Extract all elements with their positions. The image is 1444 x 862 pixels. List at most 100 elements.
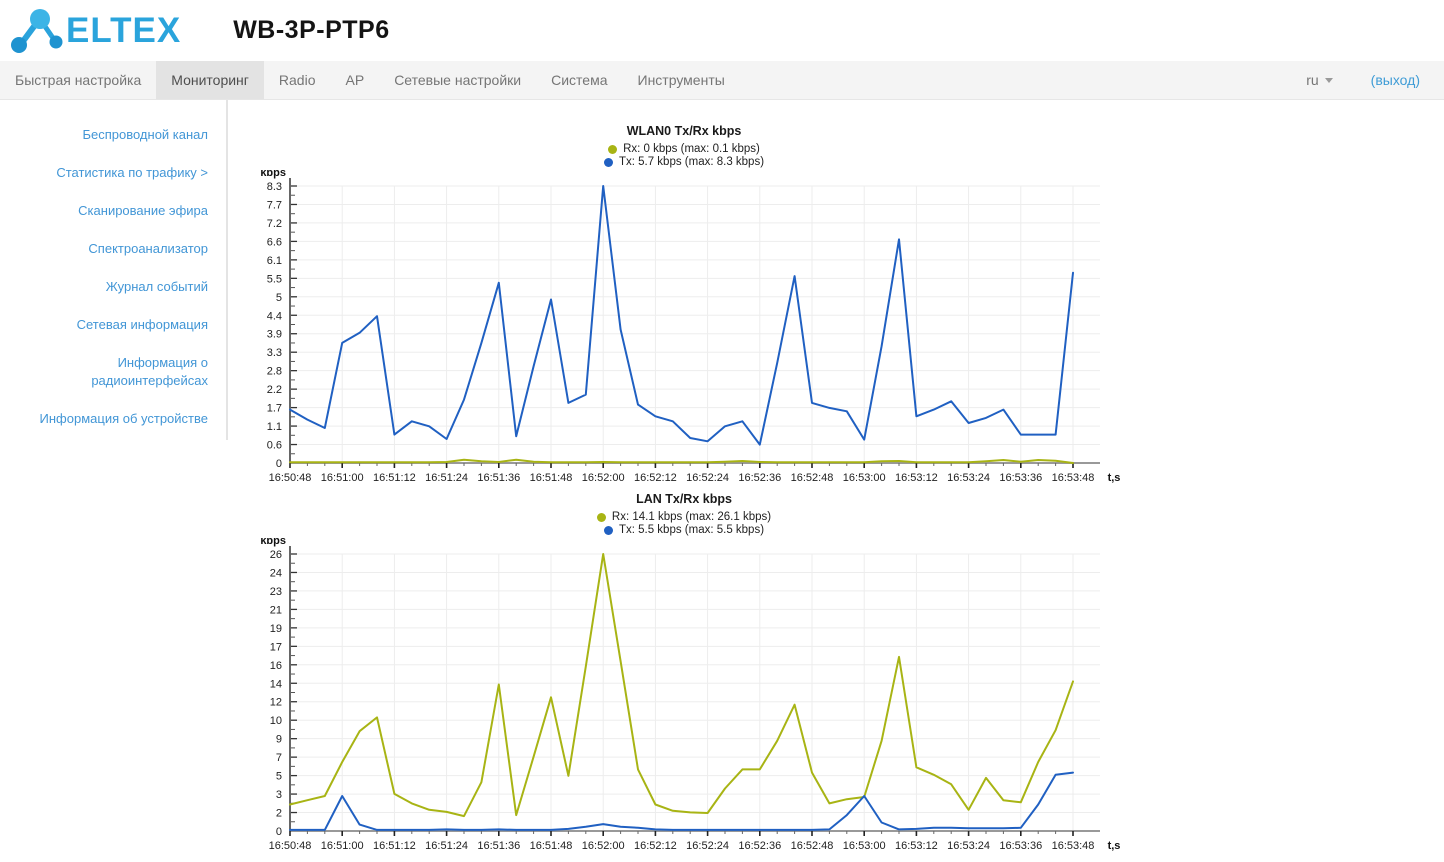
svg-text:16:53:24: 16:53:24 — [947, 472, 990, 484]
legend-label-rx: Rx: 14.1 kbps (max: 26.1 kbps) — [611, 511, 772, 523]
svg-text:16:53:48: 16:53:48 — [1052, 840, 1095, 852]
svg-text:9: 9 — [276, 734, 282, 746]
svg-text:8.3: 8.3 — [267, 181, 282, 193]
svg-text:16:52:24: 16:52:24 — [686, 472, 729, 484]
svg-text:7: 7 — [276, 752, 282, 764]
svg-text:16:53:36: 16:53:36 — [999, 472, 1042, 484]
navbar-right: ru (выход) — [1306, 61, 1444, 99]
tab-ap[interactable]: AP — [345, 72, 365, 88]
svg-text:16:51:24: 16:51:24 — [425, 840, 468, 852]
legend-dot-tx — [603, 158, 613, 167]
svg-text:1.1: 1.1 — [267, 421, 282, 433]
svg-text:2.8: 2.8 — [267, 366, 282, 378]
svg-text:5: 5 — [276, 292, 282, 304]
tab-monitoring[interactable]: Мониторинг — [156, 61, 264, 99]
svg-text:16:51:48: 16:51:48 — [530, 472, 573, 484]
eltex-molecule-icon — [11, 8, 63, 53]
sidebar-item-wireless-channel[interactable]: Беспроводной канал — [82, 127, 208, 142]
svg-text:10: 10 — [270, 715, 282, 727]
svg-text:16:51:00: 16:51:00 — [321, 840, 364, 852]
content: Беспроводной канал Статистика по трафику … — [0, 100, 1444, 860]
lan-traffic-tx-line — [289, 771, 1074, 831]
svg-text:16:52:12: 16:52:12 — [634, 472, 677, 484]
svg-text:16:51:36: 16:51:36 — [477, 472, 520, 484]
svg-text:kbps: kbps — [260, 538, 286, 547]
svg-text:3.9: 3.9 — [267, 329, 282, 341]
svg-text:16:50:48: 16:50:48 — [269, 472, 312, 484]
chart-title: LAN Tx/Rx kbps — [636, 492, 732, 506]
svg-text:kbps: kbps — [260, 170, 286, 179]
sidebar: Беспроводной канал Статистика по трафику … — [0, 100, 228, 440]
svg-text:16:52:36: 16:52:36 — [738, 472, 781, 484]
svg-text:16:53:36: 16:53:36 — [999, 840, 1042, 852]
svg-text:16:53:48: 16:53:48 — [1052, 472, 1095, 484]
legend-label-tx: Tx: 5.5 kbps (max: 5.5 kbps) — [618, 524, 765, 536]
sidebar-item-network-info[interactable]: Сетевая информация — [76, 317, 208, 332]
svg-text:5: 5 — [276, 771, 282, 783]
svg-text:16:51:24: 16:51:24 — [425, 472, 468, 484]
svg-text:24: 24 — [270, 567, 282, 579]
svg-text:3: 3 — [276, 789, 282, 801]
svg-text:16:52:48: 16:52:48 — [791, 472, 834, 484]
svg-text:19: 19 — [270, 623, 282, 635]
svg-text:16:53:00: 16:53:00 — [843, 472, 886, 484]
svg-text:17: 17 — [270, 641, 282, 653]
language-label: ru — [1306, 72, 1319, 88]
tab-network-settings[interactable]: Сетевые настройки — [394, 72, 522, 88]
svg-text:16:51:12: 16:51:12 — [373, 472, 416, 484]
sidebar-item-radio-interfaces-info[interactable]: Информация о радиоинтерфейсах — [91, 355, 208, 388]
sidebar-item-device-info[interactable]: Информация об устройстве — [39, 411, 208, 426]
svg-text:16:53:12: 16:53:12 — [895, 840, 938, 852]
svg-text:12: 12 — [270, 697, 282, 709]
wlan0-traffic-rx-line — [289, 458, 1074, 464]
legend-row-tx: Tx: 5.7 kbps (max: 8.3 kbps) — [234, 156, 1134, 169]
svg-text:16:51:36: 16:51:36 — [477, 840, 520, 852]
svg-text:26: 26 — [270, 549, 282, 561]
legend-dot-tx — [603, 526, 613, 535]
svg-text:t,s: t,s — [1108, 840, 1121, 852]
legend-dot-rx — [608, 145, 618, 154]
sidebar-item-event-log[interactable]: Журнал событий — [105, 279, 208, 294]
wlan0-traffic-tx-line — [289, 185, 1074, 446]
svg-text:16:52:00: 16:52:00 — [582, 840, 625, 852]
main-content: WLAN0 Tx/Rx kbps Rx: 0 kbps (max: 0.1 kbp… — [228, 100, 1444, 860]
svg-text:16:52:12: 16:52:12 — [634, 840, 677, 852]
svg-text:7.2: 7.2 — [267, 218, 282, 230]
logout-link[interactable]: (выход) — [1370, 72, 1420, 88]
sidebar-item-traffic-statistics[interactable]: Статистика по трафику > — [56, 165, 208, 180]
svg-text:16:52:00: 16:52:00 — [582, 472, 625, 484]
lan-traffic-rx-line — [289, 553, 1074, 818]
lan-traffic-plot: 26 24 23 21 19 17 16 14 12 10 9 7 5 3 2 0 kbps 16:50:48 16… — [260, 538, 1121, 852]
tab-quick-setup[interactable]: Быстрая настройка — [15, 72, 142, 88]
svg-text:16:51:48: 16:51:48 — [530, 840, 573, 852]
svg-text:0.6: 0.6 — [267, 440, 282, 452]
tab-radio[interactable]: Radio — [278, 72, 316, 88]
svg-text:16:52:36: 16:52:36 — [738, 840, 781, 852]
svg-text:16:53:12: 16:53:12 — [895, 472, 938, 484]
wlan0-traffic-plot: 8.3 7.7 7.2 6.6 6.1 5.5 5 4.4 3.9 3.3 2.8 2.2 1.7 1.1… — [260, 170, 1120, 484]
svg-text:7.7: 7.7 — [267, 199, 282, 211]
svg-text:2.2: 2.2 — [267, 384, 282, 396]
svg-text:6.6: 6.6 — [267, 236, 282, 248]
legend-row-rx: Rx: 0 kbps (max: 0.1 kbps) — [234, 143, 1134, 156]
chevron-down-icon — [1324, 77, 1333, 83]
tab-system[interactable]: Система — [551, 72, 608, 88]
svg-text:16:51:12: 16:51:12 — [373, 840, 416, 852]
device-title: WB-3P-PTP6 — [233, 16, 390, 44]
chart-legend: Rx: 14.1 kbps (max: 26.1 kbps) Tx: 5.5 kb… — [234, 511, 1134, 537]
svg-text:0: 0 — [276, 826, 282, 838]
language-selector[interactable]: ru — [1306, 72, 1333, 88]
svg-text:16:53:24: 16:53:24 — [947, 840, 990, 852]
lan-traffic-chart: LAN Tx/Rx kbps Rx: 14.1 kbps (max: 26.1 k… — [234, 492, 1134, 858]
svg-text:3.3: 3.3 — [267, 347, 282, 359]
nav-tabs: Быстрая настройка Мониторинг Radio AP Сетевы… — [0, 61, 740, 99]
tab-tools[interactable]: Инструменты — [637, 72, 725, 88]
svg-text:1.7: 1.7 — [267, 403, 282, 415]
svg-text:0: 0 — [276, 458, 282, 470]
sidebar-item-spectrum-analyzer[interactable]: Спектроанализатор — [88, 241, 208, 256]
legend-label-rx: Rx: 0 kbps (max: 0.1 kbps) — [623, 143, 760, 155]
sidebar-item-air-scan[interactable]: Сканирование эфира — [78, 203, 208, 218]
svg-text:16:52:48: 16:52:48 — [791, 840, 834, 852]
svg-text:16:52:24: 16:52:24 — [686, 840, 729, 852]
